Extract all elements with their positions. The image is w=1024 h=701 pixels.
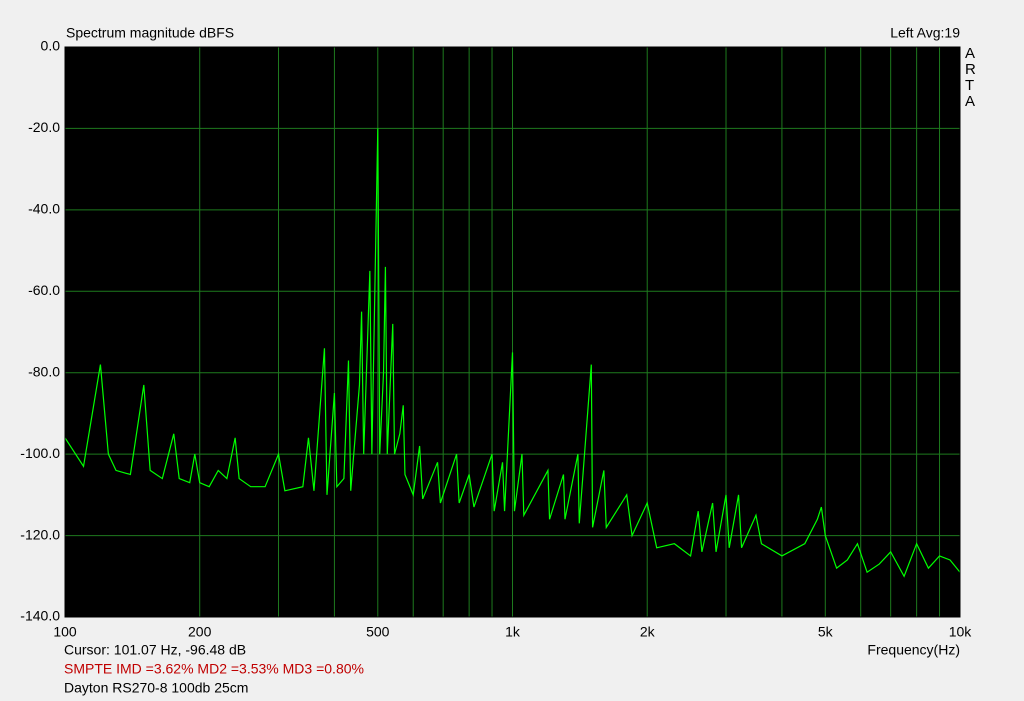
x-tick-label: 500 — [366, 624, 390, 640]
y-tick-label: -140.0 — [20, 608, 60, 624]
spectrum-line — [64, 128, 961, 578]
x-tick-label: 5k — [818, 624, 834, 640]
x-axis-label: Frequency(Hz) — [867, 642, 960, 658]
cursor-text: Cursor: 101.07 Hz, -96.48 dB — [64, 642, 246, 658]
y-tick-label: -80.0 — [28, 363, 60, 379]
y-tick-label: -20.0 — [28, 119, 60, 135]
x-tick-label: 2k — [640, 624, 656, 640]
channel-info: Left Avg:19 — [890, 25, 960, 41]
distortion-text: SMPTE IMD =3.62% MD2 =3.53% MD3 =0.80% — [64, 661, 364, 677]
description: Dayton RS270-8 100db 25cm — [64, 680, 248, 696]
watermark: ARTA — [965, 45, 976, 110]
x-tick-label: 1k — [505, 624, 521, 640]
y-tick-label: -40.0 — [28, 201, 60, 217]
y-tick-label: -100.0 — [20, 445, 60, 461]
x-tick-label: 200 — [188, 624, 212, 640]
chart-title: Spectrum magnitude dBFS — [66, 25, 234, 41]
plot-border — [64, 46, 961, 618]
y-tick-label: -60.0 — [28, 282, 60, 298]
x-tick-label: 100 — [53, 624, 77, 640]
y-tick-label: 0.0 — [41, 38, 61, 54]
x-tick-label: 10k — [949, 624, 973, 640]
y-tick-label: -120.0 — [20, 526, 60, 542]
